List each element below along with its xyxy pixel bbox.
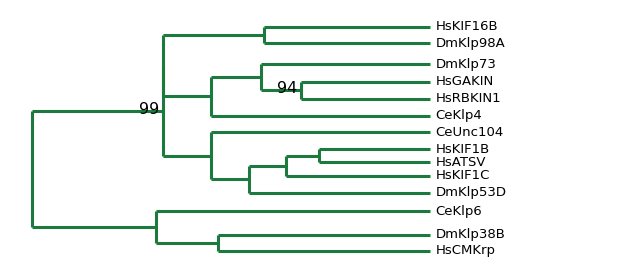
Text: CeUnc104: CeUnc104 [436, 126, 504, 139]
Text: DmKlp53D: DmKlp53D [436, 186, 507, 199]
Text: 99: 99 [139, 102, 159, 117]
Text: HsATSV: HsATSV [436, 156, 486, 169]
Text: DmKlp98A: DmKlp98A [436, 37, 506, 50]
Text: HsRBKIN1: HsRBKIN1 [436, 92, 501, 105]
Text: HsGAKIN: HsGAKIN [436, 75, 494, 88]
Text: DmKlp73: DmKlp73 [436, 58, 497, 71]
Text: HsKIF16B: HsKIF16B [436, 20, 498, 33]
Text: 94: 94 [277, 82, 298, 97]
Text: HsCMKrp: HsCMKrp [436, 244, 496, 257]
Text: HsKIF1B: HsKIF1B [436, 143, 490, 156]
Text: DmKlp38B: DmKlp38B [436, 228, 506, 241]
Text: HsKIF1C: HsKIF1C [436, 169, 490, 182]
Text: CeKlp6: CeKlp6 [436, 205, 482, 218]
Text: CeKlp4: CeKlp4 [436, 109, 482, 122]
